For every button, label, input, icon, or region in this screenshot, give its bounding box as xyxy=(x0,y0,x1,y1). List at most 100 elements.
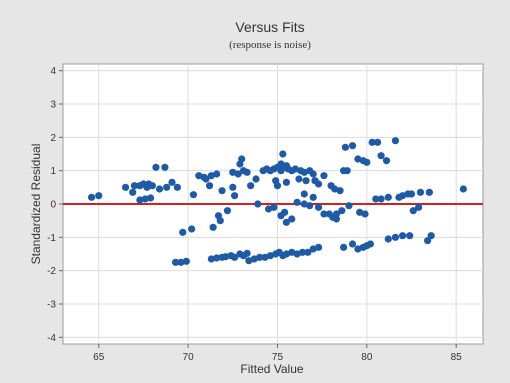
data-point xyxy=(213,254,221,262)
data-point xyxy=(270,203,278,211)
data-point xyxy=(252,175,260,183)
data-point xyxy=(382,157,391,165)
data-point xyxy=(348,240,357,248)
data-point xyxy=(152,163,160,171)
data-point xyxy=(320,172,328,180)
data-point xyxy=(366,240,375,248)
data-point xyxy=(230,192,239,200)
y-tick-label: -4 xyxy=(47,333,56,344)
data-point xyxy=(205,182,214,190)
data-points xyxy=(87,137,467,266)
data-point xyxy=(415,203,423,211)
data-point xyxy=(168,178,176,186)
data-point xyxy=(121,183,130,191)
data-point xyxy=(255,253,264,261)
data-point xyxy=(218,187,226,195)
data-point xyxy=(425,188,433,196)
data-point xyxy=(306,202,314,210)
data-point xyxy=(409,207,417,215)
data-point xyxy=(182,257,190,265)
data-point xyxy=(314,180,323,188)
data-point xyxy=(391,137,400,145)
x-tick-label: 85 xyxy=(451,352,463,363)
data-point xyxy=(254,200,262,208)
data-point xyxy=(407,190,416,198)
data-point xyxy=(236,160,244,168)
data-point xyxy=(302,177,310,185)
data-point xyxy=(229,183,237,191)
data-point xyxy=(341,143,349,151)
data-point xyxy=(361,210,369,218)
data-point xyxy=(343,167,351,175)
data-point xyxy=(223,207,232,215)
x-tick-label: 65 xyxy=(93,352,105,363)
data-point xyxy=(155,185,164,193)
data-point xyxy=(348,142,357,150)
data-point xyxy=(148,182,156,190)
data-point xyxy=(202,175,210,183)
data-point xyxy=(288,215,296,223)
x-tick-label: 70 xyxy=(183,352,195,363)
data-point xyxy=(209,223,217,231)
y-tick-label: -2 xyxy=(47,266,56,277)
data-point xyxy=(141,195,149,203)
data-point xyxy=(298,248,307,256)
data-point xyxy=(459,185,467,193)
data-point xyxy=(368,138,376,146)
data-point xyxy=(207,255,215,263)
data-point xyxy=(273,182,282,190)
y-tick-label: -3 xyxy=(47,300,56,311)
data-point xyxy=(423,237,432,245)
data-point xyxy=(282,162,291,170)
data-point xyxy=(247,182,255,190)
data-point xyxy=(384,193,392,201)
x-axis-label: Fitted Value xyxy=(240,362,303,376)
data-point xyxy=(243,168,251,176)
data-point xyxy=(309,193,317,201)
data-point xyxy=(314,243,323,251)
y-tick-label: 4 xyxy=(50,66,56,77)
chart-title: Versus Fits xyxy=(235,19,304,35)
data-point xyxy=(189,191,198,199)
data-point xyxy=(372,195,380,203)
data-point xyxy=(163,183,171,191)
data-point xyxy=(304,248,312,256)
data-point xyxy=(338,207,346,215)
data-point xyxy=(384,235,392,243)
y-tick-label: 2 xyxy=(50,133,56,144)
y-axis-label: Standardized Residual xyxy=(29,144,43,265)
data-point xyxy=(177,258,185,266)
data-point xyxy=(345,202,353,210)
data-point xyxy=(314,203,323,211)
data-point xyxy=(129,188,137,196)
data-point xyxy=(281,208,289,216)
y-tick-label: 3 xyxy=(50,100,56,111)
data-point xyxy=(95,192,103,200)
data-point xyxy=(279,150,287,158)
data-point xyxy=(336,187,344,195)
data-point xyxy=(391,233,400,241)
data-point xyxy=(398,232,407,240)
data-point xyxy=(416,188,425,196)
data-point xyxy=(136,196,144,204)
data-point xyxy=(293,198,301,206)
chart-subtitle: (response is noise) xyxy=(229,39,311,51)
data-point xyxy=(173,183,181,191)
x-tick-label: 75 xyxy=(272,352,284,363)
data-point xyxy=(282,218,291,226)
data-point xyxy=(427,232,435,240)
data-point xyxy=(161,163,169,171)
data-point xyxy=(222,253,230,261)
data-point xyxy=(339,243,348,251)
data-point xyxy=(363,158,371,166)
data-point xyxy=(332,210,341,218)
data-point xyxy=(282,178,291,186)
data-point xyxy=(230,253,239,261)
y-tick-label: 1 xyxy=(50,166,56,177)
data-point xyxy=(300,190,308,198)
data-point xyxy=(406,232,414,240)
axis-ticks: 65 70 75 80 85 -4 -3 -2 -1 0 1 2 3 4 xyxy=(47,66,462,363)
data-point xyxy=(320,210,328,218)
data-point xyxy=(214,212,223,220)
